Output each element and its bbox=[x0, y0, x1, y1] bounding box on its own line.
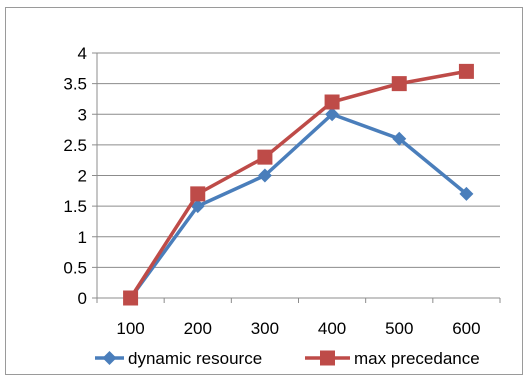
x-tick-labels: 100 200 300 400 500 600 bbox=[116, 319, 480, 338]
x-tick-label: 500 bbox=[385, 319, 413, 338]
y-tick-label: 0 bbox=[78, 289, 87, 308]
legend-label: max precedance bbox=[354, 349, 480, 368]
square-point bbox=[458, 63, 474, 79]
series-1 bbox=[123, 63, 474, 306]
x-tick-label: 200 bbox=[184, 319, 212, 338]
square-point bbox=[391, 76, 407, 92]
series-0 bbox=[123, 107, 474, 305]
axes bbox=[92, 52, 501, 303]
diamond-point bbox=[459, 186, 474, 201]
legend-item: max precedance bbox=[305, 349, 480, 368]
legend-item: dynamic resource bbox=[95, 349, 262, 368]
y-tick-label: 3.5 bbox=[63, 75, 87, 94]
diamond-point bbox=[257, 168, 272, 183]
square-point bbox=[257, 149, 273, 165]
series-line bbox=[129, 112, 468, 300]
legend-label: dynamic resource bbox=[128, 349, 262, 368]
x-tick-label: 600 bbox=[452, 319, 480, 338]
square-point bbox=[324, 94, 340, 110]
y-tick-labels: 0 0.5 1 1.5 2 2.5 3 3.5 4 bbox=[63, 44, 87, 308]
diamond-point bbox=[392, 131, 407, 146]
series-line bbox=[129, 69, 467, 299]
chart-frame bbox=[5, 7, 523, 375]
x-tick-label: 300 bbox=[251, 319, 279, 338]
x-tick-label: 400 bbox=[318, 319, 346, 338]
y-tick-label: 0.5 bbox=[63, 258, 87, 277]
y-tick-label: 4 bbox=[78, 44, 87, 63]
diamond-point bbox=[325, 107, 340, 122]
legend: dynamic resource max precedance bbox=[95, 349, 480, 368]
x-tick-label: 100 bbox=[116, 319, 144, 338]
y-tick-label: 1.5 bbox=[63, 197, 87, 216]
square-point bbox=[123, 290, 139, 306]
y-tick-label: 1 bbox=[78, 228, 87, 247]
square-point bbox=[190, 186, 206, 202]
legend-marker bbox=[102, 351, 117, 365]
diamond-point bbox=[190, 199, 205, 214]
y-tick-label: 2.5 bbox=[63, 136, 87, 155]
legend-marker bbox=[320, 350, 335, 366]
y-tick-label: 3 bbox=[78, 105, 87, 124]
series bbox=[123, 63, 474, 306]
y-tick-label: 2 bbox=[78, 167, 87, 186]
grid-lines bbox=[97, 52, 500, 268]
